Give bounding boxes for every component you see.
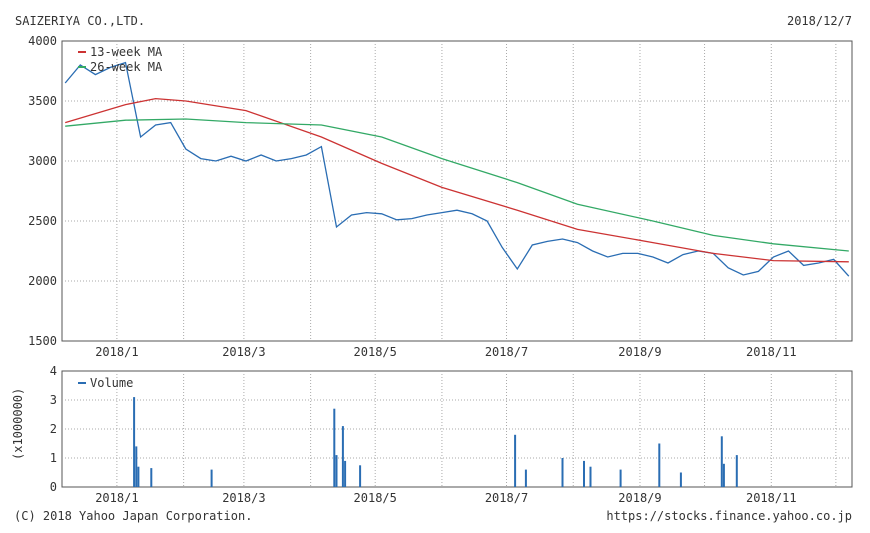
volume-bar bbox=[720, 436, 723, 488]
x-tick-label: 2018/7 bbox=[485, 345, 528, 359]
volume-bar bbox=[137, 466, 140, 487]
series-line-ma13 bbox=[65, 97, 849, 263]
y-tick-label: 2000 bbox=[28, 274, 57, 288]
plot-frame bbox=[61, 370, 853, 488]
y-tick-label: 1 bbox=[50, 451, 57, 465]
panel-1: 2018/1 2018/3 2018/5 2018/7 2018/9 2018/11 4 3 2… bbox=[11, 364, 853, 505]
legend-label: 13-week MA bbox=[90, 45, 163, 59]
y-tick-label: 4 bbox=[50, 364, 57, 378]
volume-bar bbox=[561, 458, 564, 487]
y-tick-label: 3500 bbox=[28, 94, 57, 108]
y-tick-label: 3 bbox=[50, 393, 57, 407]
x-tick-label: 2018/11 bbox=[746, 345, 797, 359]
volume-bar bbox=[341, 426, 344, 487]
x-tick-label: 2018/9 bbox=[618, 491, 661, 505]
x-tick-label: 2018/3 bbox=[222, 491, 265, 505]
volume-bar bbox=[524, 469, 527, 487]
volume-bar bbox=[333, 408, 336, 487]
x-tick-label: 2018/7 bbox=[485, 491, 528, 505]
volume-bar bbox=[359, 465, 362, 488]
x-tick-label: 2018/1 bbox=[95, 345, 138, 359]
volume-bar bbox=[344, 460, 347, 487]
panel-0: 2018/1 2018/3 2018/5 2018/7 2018/9 2018/11 400… bbox=[28, 34, 853, 359]
volume-bar bbox=[210, 469, 213, 487]
volume-bar bbox=[583, 460, 585, 487]
source-url[interactable]: https://stocks.finance.yahoo.co.jp bbox=[606, 509, 852, 523]
chart-date: 2018/12/7 bbox=[786, 14, 852, 28]
series-line-price bbox=[64, 61, 850, 277]
series-line-ma26 bbox=[65, 118, 849, 252]
y-tick-label: 3000 bbox=[28, 154, 57, 168]
y-axis-label: (x1000000) bbox=[11, 388, 25, 460]
volume-bar bbox=[514, 434, 517, 487]
y-tick-label: 1500 bbox=[28, 334, 57, 348]
legend-label: Volume bbox=[90, 376, 133, 390]
volume-bar bbox=[133, 397, 136, 487]
volume-bar bbox=[589, 466, 592, 487]
volume-bar bbox=[658, 443, 661, 487]
y-tick-label: 0 bbox=[50, 480, 57, 494]
copyright-text: (C) 2018 Yahoo Japan Corporation. bbox=[14, 509, 253, 523]
y-tick-label: 2 bbox=[50, 422, 57, 436]
volume-bar bbox=[335, 455, 338, 487]
x-tick-label: 2018/5 bbox=[354, 345, 397, 359]
plot-frame bbox=[61, 40, 853, 342]
legend-label: 26-week MA bbox=[90, 60, 163, 74]
x-tick-label: 2018/9 bbox=[618, 345, 661, 359]
x-tick-label: 2018/5 bbox=[354, 491, 397, 505]
volume-bar bbox=[679, 472, 682, 487]
volume-bar bbox=[722, 463, 725, 487]
company-name: SAIZERIYA CO.,LTD. bbox=[15, 14, 146, 28]
volume-bar bbox=[735, 455, 738, 487]
y-tick-label: 2500 bbox=[28, 214, 57, 228]
volume-bar bbox=[150, 468, 153, 487]
y-tick-label: 4000 bbox=[28, 34, 57, 48]
x-tick-label: 2018/11 bbox=[746, 491, 797, 505]
x-tick-label: 2018/3 bbox=[222, 345, 265, 359]
volume-bar bbox=[135, 446, 138, 487]
volume-bar bbox=[619, 469, 622, 487]
x-tick-label: 2018/1 bbox=[95, 491, 138, 505]
